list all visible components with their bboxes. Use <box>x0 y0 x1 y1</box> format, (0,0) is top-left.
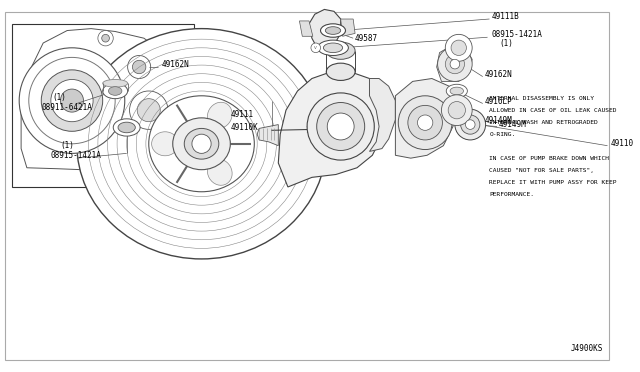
Text: REPLACE IT WITH PUMP ASSY FOR KEEP: REPLACE IT WITH PUMP ASSY FOR KEEP <box>490 180 617 185</box>
Text: INTERNAL DISASSEMBLY IS ONLY: INTERNAL DISASSEMBLY IS ONLY <box>490 96 595 101</box>
Circle shape <box>448 102 465 119</box>
Text: (1): (1) <box>60 141 74 150</box>
Polygon shape <box>278 72 386 187</box>
Circle shape <box>29 57 115 144</box>
Bar <box>12 24 194 187</box>
Polygon shape <box>436 46 472 81</box>
Circle shape <box>41 70 102 131</box>
Ellipse shape <box>326 42 355 59</box>
Ellipse shape <box>450 87 463 95</box>
Circle shape <box>307 93 374 160</box>
Circle shape <box>129 91 168 129</box>
Text: 08911-6421A: 08911-6421A <box>41 103 92 112</box>
Text: ALLOWED IN CASE OF OIL LEAK CAUSED: ALLOWED IN CASE OF OIL LEAK CAUSED <box>490 108 617 113</box>
Circle shape <box>398 96 452 150</box>
Circle shape <box>455 109 486 140</box>
Ellipse shape <box>446 84 467 98</box>
Ellipse shape <box>207 159 232 185</box>
Text: IN CASE OF PUMP BRAKE DOWN WHICH: IN CASE OF PUMP BRAKE DOWN WHICH <box>490 156 609 161</box>
Text: PERFORMANCE.: PERFORMANCE. <box>490 192 534 197</box>
Ellipse shape <box>77 29 326 259</box>
Circle shape <box>317 103 365 151</box>
Circle shape <box>327 113 354 140</box>
Polygon shape <box>257 125 278 146</box>
Text: 49110K: 49110K <box>230 123 258 132</box>
Circle shape <box>438 47 472 81</box>
Text: 49111: 49111 <box>230 110 253 119</box>
Circle shape <box>60 89 83 112</box>
Ellipse shape <box>321 24 346 37</box>
Text: 49162N: 49162N <box>484 70 513 79</box>
Circle shape <box>192 134 211 153</box>
Text: 49149M: 49149M <box>484 116 513 125</box>
Text: CAUSED "NOT FOR SALE PARTS",: CAUSED "NOT FOR SALE PARTS", <box>490 168 595 173</box>
Ellipse shape <box>102 80 127 87</box>
Circle shape <box>311 43 321 52</box>
Circle shape <box>442 95 472 125</box>
Ellipse shape <box>323 43 342 52</box>
Circle shape <box>137 99 160 122</box>
Text: V: V <box>314 46 317 50</box>
Ellipse shape <box>173 118 230 170</box>
Circle shape <box>51 80 93 122</box>
Text: 08915-1421A: 08915-1421A <box>492 30 542 39</box>
Text: 49111B: 49111B <box>492 12 519 20</box>
Circle shape <box>127 55 150 78</box>
Text: 4916LP: 4916LP <box>484 97 513 106</box>
Text: J4900KS: J4900KS <box>570 344 603 353</box>
Text: 49587: 49587 <box>355 34 378 43</box>
Text: 08915-1421A: 08915-1421A <box>51 151 102 160</box>
Polygon shape <box>369 78 396 151</box>
Polygon shape <box>340 19 355 36</box>
Circle shape <box>132 60 146 74</box>
Ellipse shape <box>152 132 179 156</box>
Ellipse shape <box>184 128 219 159</box>
Text: 49149M: 49149M <box>499 120 527 129</box>
Circle shape <box>98 31 113 46</box>
Ellipse shape <box>118 122 135 133</box>
Text: (1): (1) <box>499 39 513 48</box>
Ellipse shape <box>113 119 140 136</box>
Ellipse shape <box>108 87 122 95</box>
Circle shape <box>417 115 433 130</box>
Text: (1): (1) <box>52 93 67 102</box>
Text: INTERNAL WASH AND RETROGRADED: INTERNAL WASH AND RETROGRADED <box>490 120 598 125</box>
Polygon shape <box>300 21 313 36</box>
Text: 49110: 49110 <box>611 139 634 148</box>
Circle shape <box>461 115 480 134</box>
Circle shape <box>450 59 460 69</box>
Text: O-RING.: O-RING. <box>490 132 516 137</box>
Circle shape <box>408 105 442 140</box>
Ellipse shape <box>326 63 355 80</box>
Circle shape <box>451 40 467 55</box>
Ellipse shape <box>102 83 127 99</box>
Ellipse shape <box>207 102 232 128</box>
Circle shape <box>445 55 465 74</box>
Polygon shape <box>21 29 182 170</box>
Polygon shape <box>309 9 340 51</box>
Ellipse shape <box>317 40 348 55</box>
Circle shape <box>102 34 109 42</box>
Circle shape <box>19 48 125 153</box>
Circle shape <box>445 34 472 61</box>
Ellipse shape <box>148 96 254 192</box>
Ellipse shape <box>325 27 340 34</box>
Text: 49162N: 49162N <box>161 60 189 68</box>
Circle shape <box>465 120 475 129</box>
Polygon shape <box>396 78 456 158</box>
